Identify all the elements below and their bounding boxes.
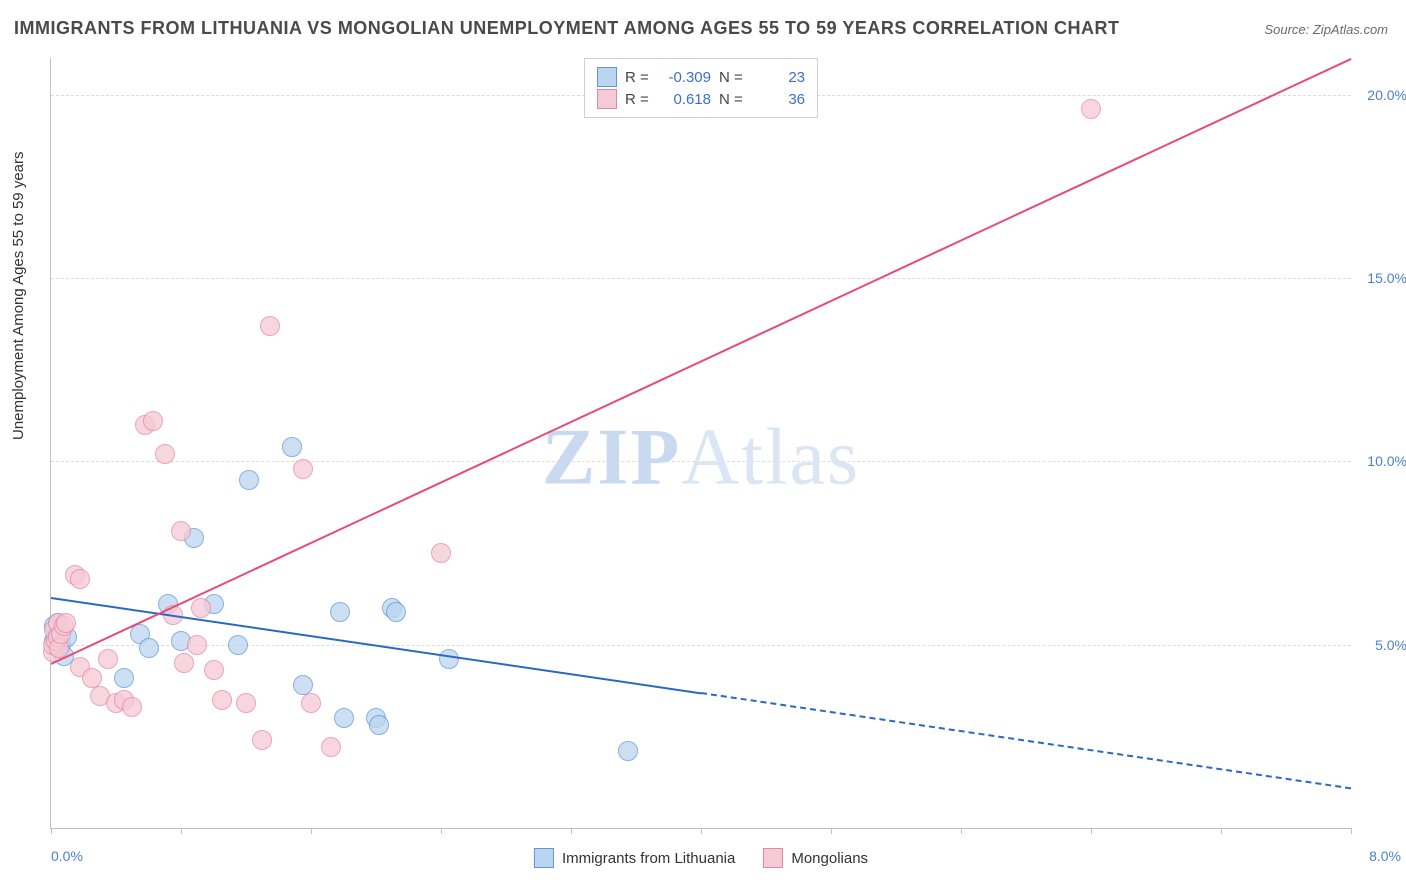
x-tick-min: 0.0% <box>51 848 83 864</box>
data-point <box>70 569 90 589</box>
data-point <box>252 730 272 750</box>
data-point <box>330 602 350 622</box>
data-point <box>98 649 118 669</box>
watermark: ZIPAtlas <box>542 413 860 504</box>
x-tick <box>181 828 182 834</box>
legend-row-mongolians: R = 0.618 N = 36 <box>597 89 805 109</box>
y-tick-label: 5.0% <box>1375 637 1406 653</box>
data-point <box>386 602 406 622</box>
data-point <box>56 613 76 633</box>
y-axis-label: Unemployment Among Ages 55 to 59 years <box>10 151 27 440</box>
legend-N-label: N = <box>719 91 747 108</box>
x-tick <box>441 828 442 834</box>
x-tick <box>51 828 52 834</box>
data-point <box>369 715 389 735</box>
y-tick-label: 20.0% <box>1367 87 1406 103</box>
legend-label-lithuania: Immigrants from Lithuania <box>562 850 735 867</box>
legend-R-lithuania: -0.309 <box>661 69 711 86</box>
legend-item-lithuania: Immigrants from Lithuania <box>534 848 735 868</box>
data-point <box>212 690 232 710</box>
data-point <box>293 675 313 695</box>
data-point <box>334 708 354 728</box>
legend-N-label: N = <box>719 69 747 86</box>
watermark-bold: ZIP <box>542 414 681 502</box>
data-point <box>236 693 256 713</box>
x-tick <box>311 828 312 834</box>
x-tick <box>1091 828 1092 834</box>
x-tick-max: 8.0% <box>1369 848 1401 864</box>
legend-series: Immigrants from Lithuania Mongolians <box>534 848 868 868</box>
data-point <box>1081 99 1101 119</box>
data-point <box>155 444 175 464</box>
x-tick <box>701 828 702 834</box>
legend-row-lithuania: R = -0.309 N = 23 <box>597 67 805 87</box>
legend-label-mongolians: Mongolians <box>791 850 868 867</box>
legend-swatch-mongolians <box>597 89 617 109</box>
data-point <box>139 638 159 658</box>
data-point <box>174 653 194 673</box>
data-point <box>618 741 638 761</box>
data-point <box>282 437 302 457</box>
data-point <box>260 316 280 336</box>
x-tick <box>831 828 832 834</box>
plot-area: ZIPAtlas R = -0.309 N = 23 R = 0.618 N =… <box>50 58 1351 829</box>
chart-title: IMMIGRANTS FROM LITHUANIA VS MONGOLIAN U… <box>14 18 1120 39</box>
data-point <box>204 660 224 680</box>
trend-line <box>51 58 1352 665</box>
data-point <box>122 697 142 717</box>
data-point <box>321 737 341 757</box>
source-label: Source: ZipAtlas.com <box>1264 22 1388 37</box>
watermark-light: Atlas <box>681 414 860 502</box>
y-tick-label: 15.0% <box>1367 270 1406 286</box>
legend-stats: R = -0.309 N = 23 R = 0.618 N = 36 <box>584 58 818 118</box>
gridline <box>51 278 1351 279</box>
data-point <box>171 521 191 541</box>
legend-R-mongolians: 0.618 <box>661 91 711 108</box>
legend-swatch-lithuania <box>534 848 554 868</box>
legend-N-lithuania: 23 <box>755 69 805 86</box>
data-point <box>301 693 321 713</box>
data-point <box>293 459 313 479</box>
legend-R-label: R = <box>625 69 653 86</box>
data-point <box>114 668 134 688</box>
trend-line <box>701 692 1351 789</box>
data-point <box>143 411 163 431</box>
data-point <box>187 635 207 655</box>
legend-N-mongolians: 36 <box>755 91 805 108</box>
x-tick <box>1221 828 1222 834</box>
y-tick-label: 10.0% <box>1367 453 1406 469</box>
legend-item-mongolians: Mongolians <box>763 848 868 868</box>
data-point <box>431 543 451 563</box>
x-tick <box>961 828 962 834</box>
data-point <box>439 649 459 669</box>
legend-swatch-mongolians <box>763 848 783 868</box>
x-tick <box>1351 828 1352 834</box>
x-tick <box>571 828 572 834</box>
data-point <box>82 668 102 688</box>
legend-swatch-lithuania <box>597 67 617 87</box>
data-point <box>228 635 248 655</box>
legend-R-label: R = <box>625 91 653 108</box>
data-point <box>239 470 259 490</box>
data-point <box>191 598 211 618</box>
